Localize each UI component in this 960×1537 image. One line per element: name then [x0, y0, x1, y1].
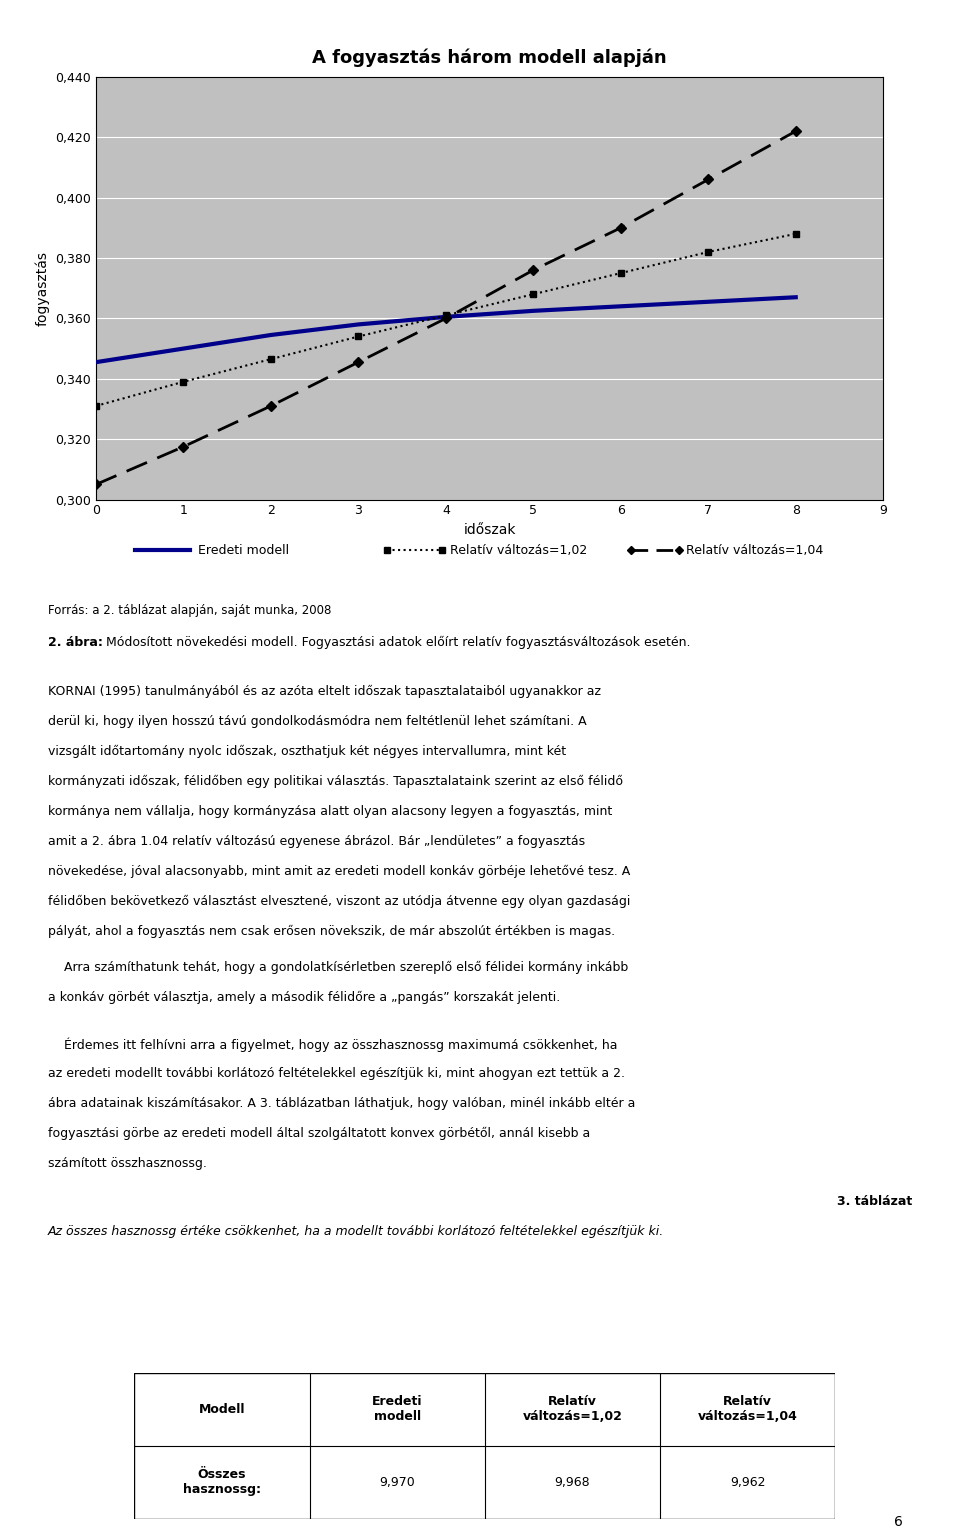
Text: fogyasztási görbe az eredeti modell által szolgáltatott konvex görbétől, annál k: fogyasztási görbe az eredeti modell álta…	[48, 1127, 590, 1140]
X-axis label: időszak: időszak	[464, 523, 516, 536]
Text: Az összes hasznossg értéke csökkenhet, ha a modellt további korlátozó feltételek: Az összes hasznossg értéke csökkenhet, h…	[48, 1225, 664, 1237]
Text: vizsgált időtartomány nyolc időszak, oszthatjuk két négyes intervallumra, mint k: vizsgált időtartomány nyolc időszak, osz…	[48, 745, 566, 758]
Text: Eredeti modell: Eredeti modell	[199, 544, 290, 556]
Text: az eredeti modellt további korlátozó feltételekkel egészítjük ki, mint ahogyan e: az eredeti modellt további korlátozó fel…	[48, 1067, 625, 1081]
Text: 9,962: 9,962	[730, 1476, 765, 1488]
Text: amit a 2. ábra 1.04 relatív változású egyenese ábrázol. Bár „lendületes” a fogya: amit a 2. ábra 1.04 relatív változású eg…	[48, 835, 586, 848]
Text: félidőben bekövetkező választást elvesztené, viszont az utódja átvenne egy olyan: félidőben bekövetkező választást elveszt…	[48, 895, 631, 908]
Text: Relatív
változás=1,04: Relatív változás=1,04	[698, 1396, 798, 1423]
Text: számított összhasznossg.: számított összhasznossg.	[48, 1157, 206, 1170]
Y-axis label: fogyasztás: fogyasztás	[36, 251, 50, 326]
Text: derül ki, hogy ilyen hosszú távú gondolkodásmódra nem feltétlenül lehet számítan: derül ki, hogy ilyen hosszú távú gondolk…	[48, 715, 587, 727]
Text: kormányzati időszak, félidőben egy politikai választás. Tapasztalataink szerint : kormányzati időszak, félidőben egy polit…	[48, 775, 623, 788]
Text: Érdemes itt felhívni arra a figyelmet, hogy az összhasznossg maximumá csökkenhet: Érdemes itt felhívni arra a figyelmet, h…	[48, 1037, 617, 1051]
Text: 9,968: 9,968	[555, 1476, 590, 1488]
Text: pályát, ahol a fogyasztás nem csak erősen növekszik, de már abszolút értékben is: pályát, ahol a fogyasztás nem csak erőse…	[48, 925, 615, 938]
Text: Relatív változás=1,02: Relatív változás=1,02	[450, 544, 588, 556]
Title: A fogyasztás három modell alapján: A fogyasztás három modell alapján	[312, 49, 667, 68]
Text: Módosított növekedési modell. Fogyasztási adatok előírt relatív fogyasztásváltoz: Módosított növekedési modell. Fogyasztás…	[102, 636, 690, 649]
Text: 6: 6	[894, 1515, 902, 1529]
Text: a konkáv görbét választja, amely a második félidőre a „pangás” korszakát jelenti: a konkáv görbét választja, amely a másod…	[48, 990, 561, 1004]
Text: 2. ábra:: 2. ábra:	[48, 636, 103, 649]
Text: Modell: Modell	[199, 1403, 245, 1416]
Text: kormánya nem vállalja, hogy kormányzása alatt olyan alacsony legyen a fogyasztás: kormánya nem vállalja, hogy kormányzása …	[48, 805, 612, 818]
Text: Arra számíthatunk tehát, hogy a gondolatkísérletben szereplő első félidei kormán: Arra számíthatunk tehát, hogy a gondolat…	[48, 961, 628, 973]
Text: Forrás: a 2. táblázat alapján, saját munka, 2008: Forrás: a 2. táblázat alapján, saját mun…	[48, 604, 331, 618]
Text: KORNAI (1995) tanulmányából és az azóta eltelt időszak tapasztalataiból ugyanakk: KORNAI (1995) tanulmányából és az azóta …	[48, 686, 601, 698]
Text: Eredeti
modell: Eredeti modell	[372, 1396, 422, 1423]
Text: Relatív változás=1,04: Relatív változás=1,04	[686, 544, 824, 556]
Text: növekedése, jóval alacsonyabb, mint amit az eredeti modell konkáv görbéje lehető: növekedése, jóval alacsonyabb, mint amit…	[48, 865, 631, 878]
Text: Relatív
változás=1,02: Relatív változás=1,02	[522, 1396, 622, 1423]
Text: Összes
hasznossg:: Összes hasznossg:	[183, 1468, 261, 1496]
Text: ábra adatainak kiszámításakor. A 3. táblázatban láthatjuk, hogy valóban, minél i: ábra adatainak kiszámításakor. A 3. tábl…	[48, 1097, 636, 1110]
Text: 9,970: 9,970	[379, 1476, 415, 1488]
Text: 3. táblázat: 3. táblázat	[837, 1194, 912, 1208]
